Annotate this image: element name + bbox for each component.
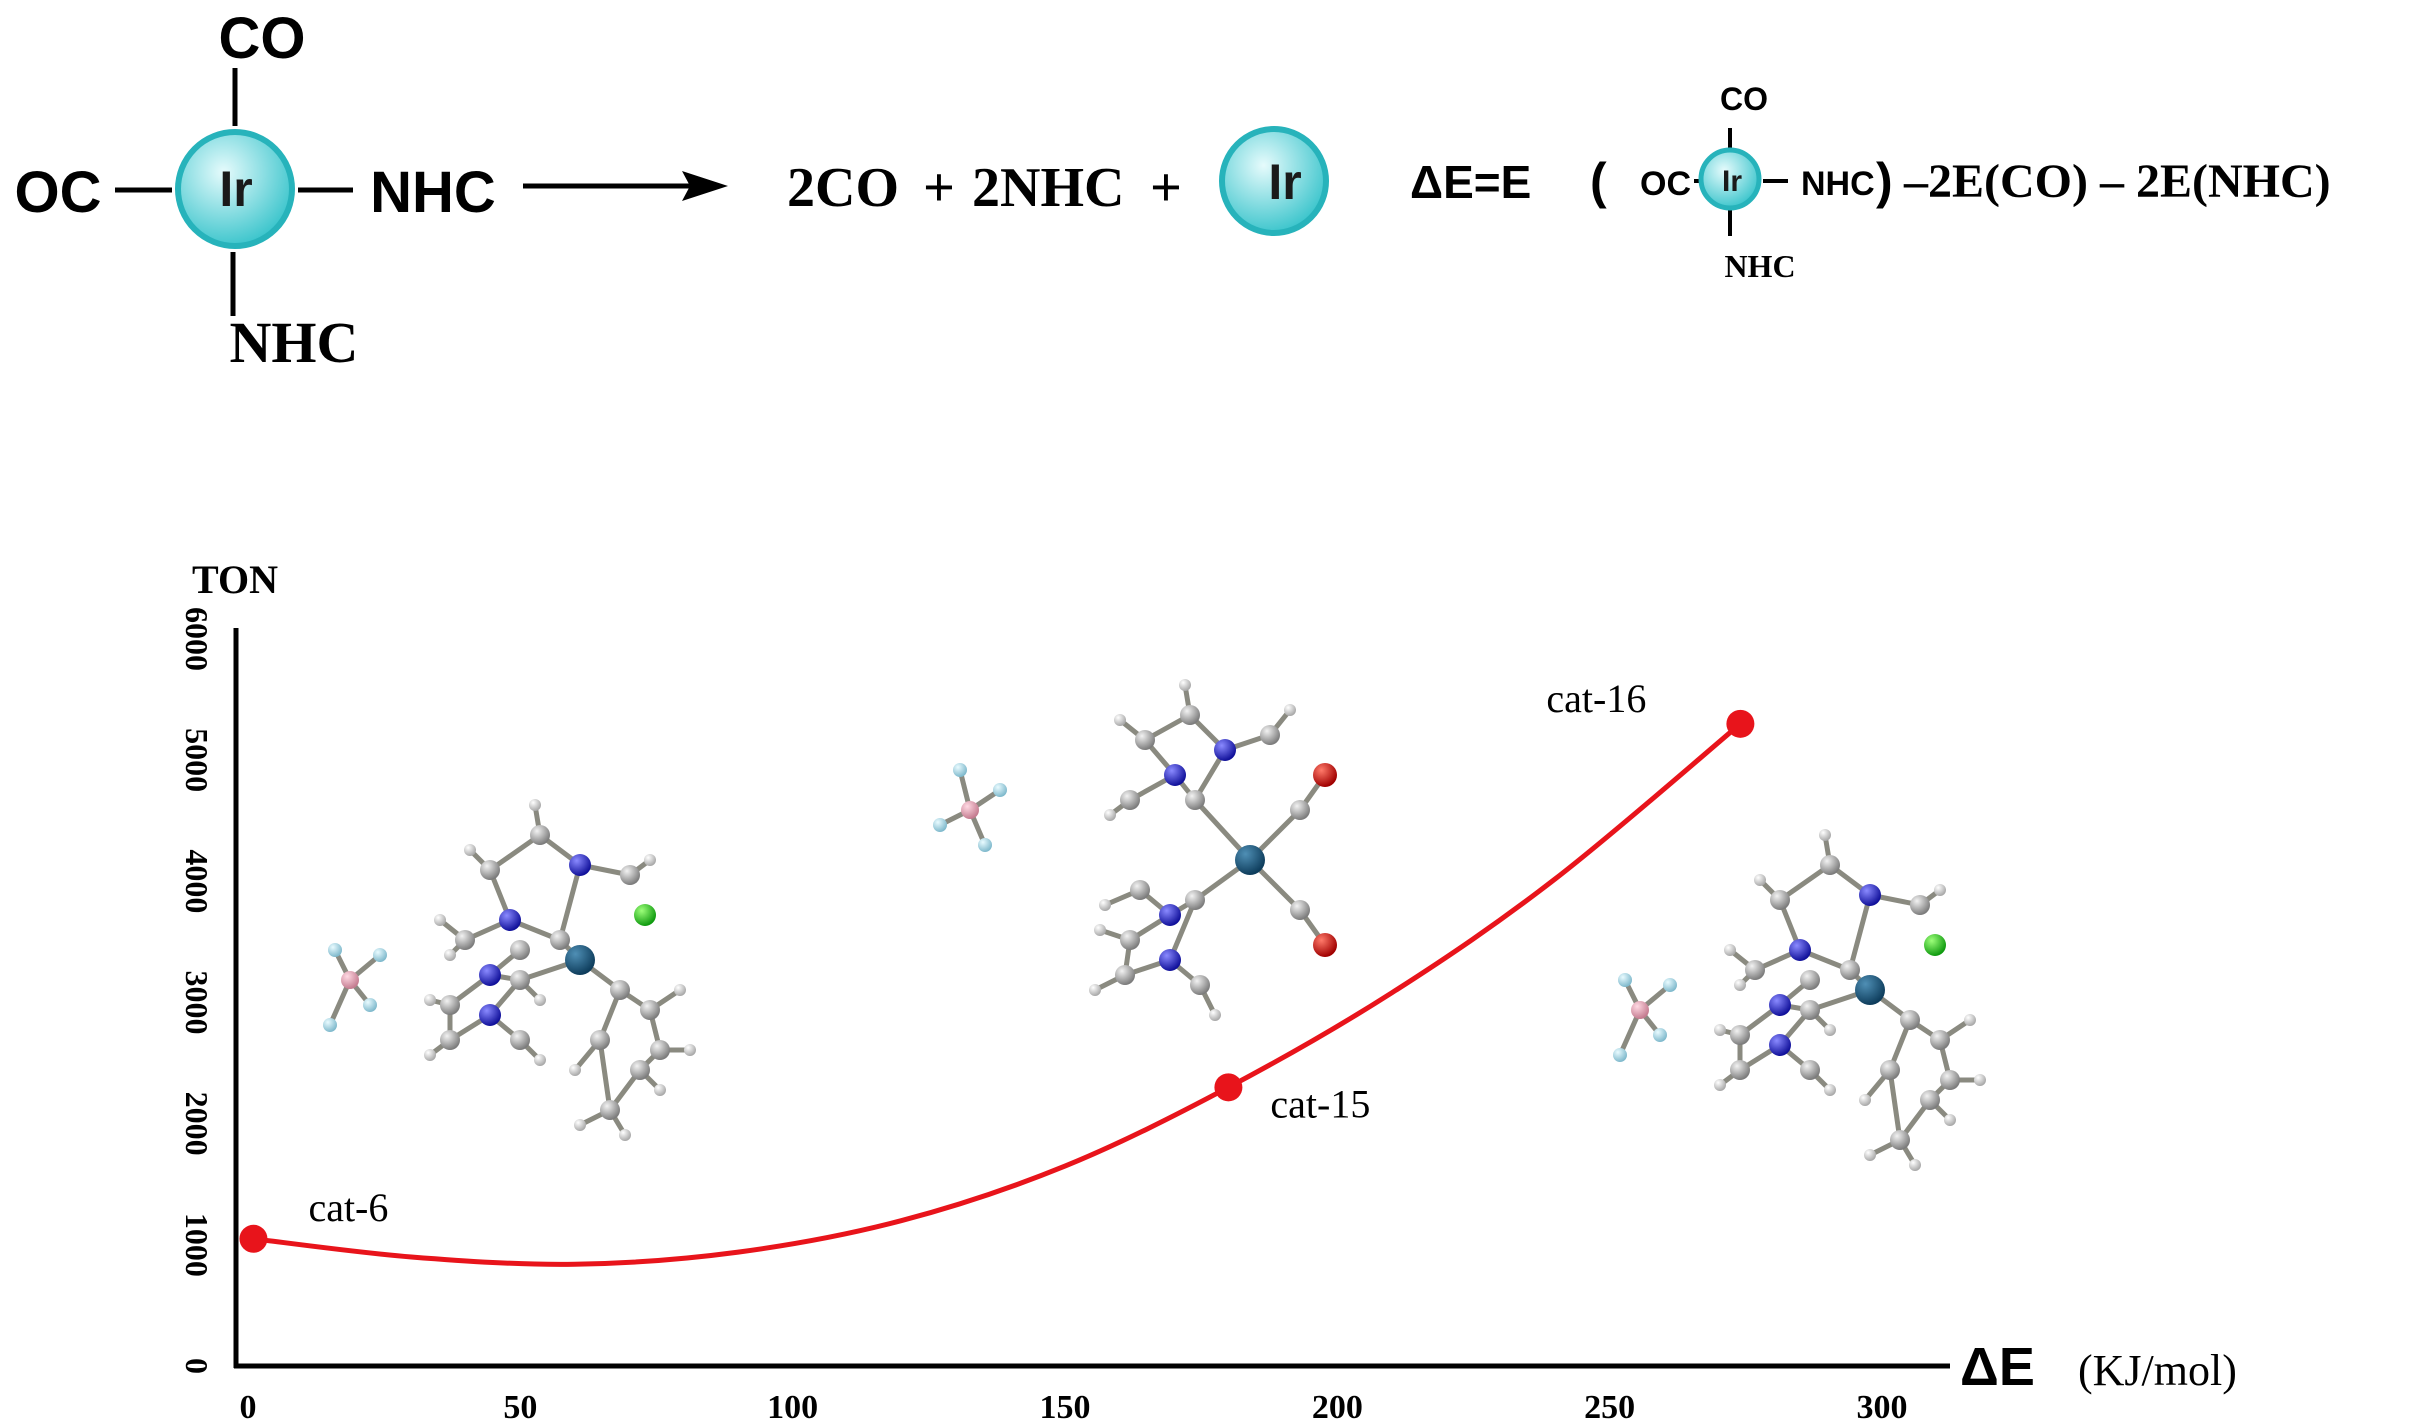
product-metal: Ir <box>1268 154 1301 210</box>
energy-equation: ΔE=E ( OC Ir CO NHC NHC ) –2E(CO) – 2E(N… <box>1410 81 2331 284</box>
data-point-cat-15 <box>1214 1073 1243 1102</box>
ligand-top-co: CO <box>219 6 306 71</box>
x-tick-label-4: 200 <box>1312 1389 1363 1426</box>
x-tick-label-2: 100 <box>767 1389 818 1426</box>
product-nhc: 2NHC <box>972 157 1124 219</box>
y-tick-label-1: 1000 <box>179 1213 215 1277</box>
iridium-ball-icon <box>175 129 295 249</box>
y-tick-label-4: 4000 <box>179 849 215 913</box>
equation-rest: –2E(CO) – 2E(NHC) <box>1903 155 2331 208</box>
equation-nhc-right: NHC <box>1801 165 1875 203</box>
ton-curve <box>253 721 1742 1267</box>
point-label-cat-15: cat-15 <box>1270 1081 1370 1126</box>
data-point-cat-6 <box>239 1224 268 1253</box>
x-tick-label-6: 300 <box>1857 1389 1908 1426</box>
x-axis-unit: (KJ/mol) <box>2078 1346 2237 1395</box>
product-co: 2CO <box>787 157 899 219</box>
point-label-cat-6: cat-6 <box>308 1185 388 1230</box>
y-tick-label-3: 3000 <box>179 971 215 1035</box>
equation-open-paren: ( <box>1590 153 1607 209</box>
reaction-arrow <box>523 171 728 201</box>
cat-15-structure-image <box>933 679 1337 1021</box>
ton-vs-energy-chart: TON ΔE (KJ/mol) 0 50 100 150 200 250 300 0 1000… <box>179 557 2237 1426</box>
y-tick-label-2: 2000 <box>179 1092 215 1156</box>
plus-sign-2: + <box>1150 157 1182 219</box>
equation-lhs: ΔE=E <box>1410 156 1531 208</box>
products: 2CO + 2NHC + Ir <box>787 126 1329 236</box>
cat-16-structure-image <box>1613 829 1986 1171</box>
plus-sign-1: + <box>923 157 955 219</box>
ligand-bottom-nhc: NHC <box>230 310 359 375</box>
equation-nhc-bottom: NHC <box>1724 248 1795 284</box>
x-axis-title: ΔE <box>1960 1337 2035 1397</box>
iridium-ball-icon <box>1219 126 1329 236</box>
equation-co-top: CO <box>1720 81 1768 117</box>
point-label-cat-16: cat-16 <box>1546 676 1646 721</box>
metal-label: Ir <box>219 161 252 217</box>
equation-close-paren: ) <box>1876 153 1893 209</box>
y-tick-labels: 0 1000 2000 3000 4000 5000 6000 <box>179 607 215 1374</box>
x-tick-label-5: 250 <box>1584 1389 1635 1426</box>
ligand-left-oc: OC <box>15 160 102 225</box>
x-tick-label-3: 150 <box>1040 1389 1091 1426</box>
cat-6-structure-image <box>323 799 696 1141</box>
y-tick-label-0: 0 <box>179 1358 215 1374</box>
x-tick-label-1: 50 <box>503 1389 537 1426</box>
x-tick-label-0: 0 <box>240 1389 257 1426</box>
iridium-ball-icon <box>1698 147 1762 211</box>
data-point-cat-16 <box>1726 709 1755 738</box>
y-tick-label-5: 5000 <box>179 728 215 792</box>
molecule-structures <box>323 679 1986 1171</box>
y-axis-title: TON <box>192 557 278 602</box>
ligand-right-nhc: NHC <box>370 160 496 225</box>
equation-oc: OC <box>1640 165 1691 203</box>
y-tick-label-6: 6000 <box>179 607 215 671</box>
x-tick-labels: 0 50 100 150 200 250 300 <box>240 1389 1908 1426</box>
ir-complex: Ir CO OC NHC NHC <box>15 6 496 375</box>
equation-metal: Ir <box>1722 165 1742 198</box>
data-points: cat-6 cat-15 cat-16 <box>239 676 1755 1253</box>
reaction-scheme: Ir CO OC NHC NHC 2CO + 2NHC + Ir ΔE=E ( … <box>15 6 2331 375</box>
